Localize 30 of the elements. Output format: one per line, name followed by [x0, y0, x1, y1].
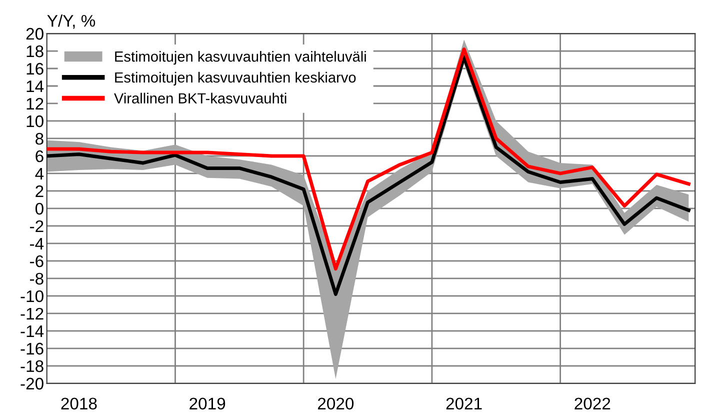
- y-tick-label: 2: [36, 185, 44, 197]
- x-tick-label: 2020: [318, 398, 354, 410]
- y-tick-label: -8: [30, 272, 44, 285]
- y-tick-label: -14: [20, 325, 44, 337]
- y-tick-label: 14: [26, 80, 44, 92]
- y-tick-label: 8: [36, 132, 44, 145]
- x-tick-label: 2021: [446, 398, 482, 410]
- y-tick-label: 16: [26, 62, 44, 75]
- y-tick-label: -4: [30, 238, 44, 250]
- y-tick-label: -18: [20, 360, 44, 372]
- y-tick-label: 10: [26, 115, 44, 128]
- y-tick-label: -16: [20, 342, 44, 355]
- y-tick-label: -2: [30, 220, 44, 232]
- y-tick-label: -10: [20, 290, 44, 302]
- y-tick-label: 4: [35, 168, 44, 180]
- y-tick-label: -6: [30, 255, 44, 268]
- y-tick-label: 6: [36, 150, 44, 162]
- y-tick-label: -20: [20, 378, 44, 390]
- legend-label: Estimoitujen kasvuvauhtien keskiarvo: [115, 72, 356, 86]
- y-tick-label: 20: [26, 28, 44, 40]
- legend-label: Estimoitujen kasvuvauhtien vaihteluväli: [115, 51, 366, 65]
- x-tick-label: 2019: [190, 398, 226, 410]
- y-tick-label: 12: [26, 98, 44, 110]
- y-tick-label: -12: [20, 308, 44, 320]
- y-tick-label: 18: [26, 45, 44, 58]
- y-tick-label: 0: [35, 202, 44, 215]
- x-tick-label: 2018: [61, 398, 97, 410]
- x-tick-label: 2022: [574, 398, 610, 410]
- legend-label: Virallinen BKT-kasvuvauhti: [114, 92, 286, 104]
- y-axis-title: Y/Y, %: [47, 14, 96, 29]
